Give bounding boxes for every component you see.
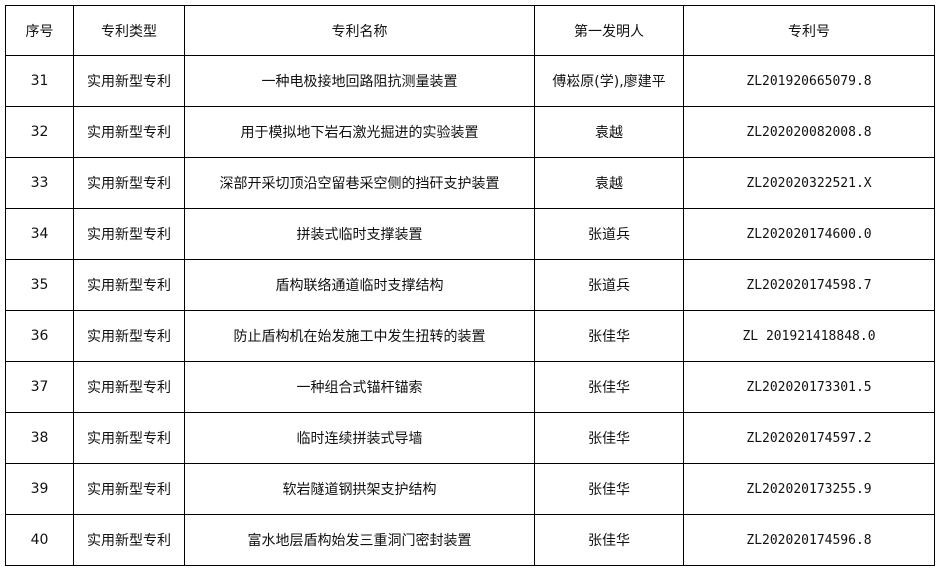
cell-col-name: 防止盾构机在始发施工中发生扭转的装置	[184, 310, 535, 362]
table-row: 32 实用新型专利 用于模拟地下岩石激光掘进的实验装置 袁越 ZL20202008200…	[5, 106, 935, 158]
cell-col-number: ZL202020082008.8	[683, 106, 935, 158]
table-row: 35 实用新型专利 盾构联络通道临时支撑结构 张道兵 ZL202020174598.7	[5, 259, 935, 311]
cell-col-number: ZL202020174598.7	[683, 259, 935, 311]
cell-col-name: 富水地层盾构始发三重洞门密封装置	[184, 514, 535, 566]
cell-col-type: 实用新型专利	[73, 310, 185, 362]
cell-col-index: 33	[5, 157, 74, 209]
table-row: 38 实用新型专利 临时连续拼装式导墙 张佳华 ZL202020174597.2	[5, 412, 935, 464]
header-col-name: 专利名称	[184, 5, 535, 56]
table-row: 37 实用新型专利 一种组合式锚杆锚索 张佳华 ZL202020173301.5	[5, 361, 935, 413]
cell-col-inventor: 张佳华	[534, 361, 684, 413]
table-row: 40 实用新型专利 富水地层盾构始发三重洞门密封装置 张佳华 ZL20202017459…	[5, 514, 935, 566]
cell-col-number: ZL 201921418848.0	[683, 310, 935, 362]
cell-col-index: 36	[5, 310, 74, 362]
cell-col-inventor: 傅崧原(学),廖建平	[534, 55, 684, 107]
cell-col-number: ZL202020173301.5	[683, 361, 935, 413]
header-row: 序号 专利类型 专利名称 第一发明人 专利号	[5, 5, 935, 56]
header-col-type: 专利类型	[73, 5, 185, 56]
table-row: 36 实用新型专利 防止盾构机在始发施工中发生扭转的装置 张佳华 ZL 20192141…	[5, 310, 935, 362]
cell-col-name: 一种电极接地回路阻抗测量装置	[184, 55, 535, 107]
cell-col-name: 一种组合式锚杆锚索	[184, 361, 535, 413]
cell-col-type: 实用新型专利	[73, 208, 185, 260]
cell-col-inventor: 张道兵	[534, 208, 684, 260]
table-row: 31 实用新型专利 一种电极接地回路阻抗测量装置 傅崧原(学),廖建平 ZL201920…	[5, 55, 935, 107]
cell-col-index: 39	[5, 463, 74, 515]
cell-col-name: 盾构联络通道临时支撑结构	[184, 259, 535, 311]
table-row: 34 实用新型专利 拼装式临时支撑装置 张道兵 ZL202020174600.0	[5, 208, 935, 260]
cell-col-inventor: 袁越	[534, 157, 684, 209]
cell-col-type: 实用新型专利	[73, 514, 185, 566]
cell-col-type: 实用新型专利	[73, 157, 185, 209]
cell-col-index: 35	[5, 259, 74, 311]
cell-col-name: 软岩隧道钢拱架支护结构	[184, 463, 535, 515]
cell-col-inventor: 张佳华	[534, 514, 684, 566]
cell-col-inventor: 袁越	[534, 106, 684, 158]
cell-col-number: ZL202020174600.0	[683, 208, 935, 260]
cell-col-inventor: 张佳华	[534, 412, 684, 464]
cell-col-type: 实用新型专利	[73, 412, 185, 464]
cell-col-index: 34	[5, 208, 74, 260]
table-row: 33 实用新型专利 深部开采切顶沿空留巷采空侧的挡矸支护装置 袁越 ZL20202032…	[5, 157, 935, 209]
cell-col-number: ZL202020173255.9	[683, 463, 935, 515]
table-row: 39 实用新型专利 软岩隧道钢拱架支护结构 张佳华 ZL202020173255.9	[5, 463, 935, 515]
cell-col-name: 深部开采切顶沿空留巷采空侧的挡矸支护装置	[184, 157, 535, 209]
cell-col-type: 实用新型专利	[73, 259, 185, 311]
cell-col-index: 37	[5, 361, 74, 413]
patent-table: 序号 专利类型 专利名称 第一发明人 专利号 31 实用新型专利 一种电极接地回路阻抗测量装…	[5, 5, 935, 566]
cell-col-type: 实用新型专利	[73, 106, 185, 158]
header-col-number: 专利号	[683, 5, 935, 56]
cell-col-number: ZL202020322521.X	[683, 157, 935, 209]
cell-col-index: 31	[5, 55, 74, 107]
cell-col-number: ZL202020174597.2	[683, 412, 935, 464]
cell-col-name: 用于模拟地下岩石激光掘进的实验装置	[184, 106, 535, 158]
cell-col-inventor: 张佳华	[534, 310, 684, 362]
cell-col-number: ZL202020174596.8	[683, 514, 935, 566]
cell-col-number: ZL201920665079.8	[683, 55, 935, 107]
cell-col-inventor: 张道兵	[534, 259, 684, 311]
cell-col-index: 38	[5, 412, 74, 464]
header-col-inventor: 第一发明人	[534, 5, 684, 56]
cell-col-name: 临时连续拼装式导墙	[184, 412, 535, 464]
cell-col-name: 拼装式临时支撑装置	[184, 208, 535, 260]
header-col-index: 序号	[5, 5, 74, 56]
cell-col-type: 实用新型专利	[73, 463, 185, 515]
cell-col-type: 实用新型专利	[73, 55, 185, 107]
cell-col-index: 32	[5, 106, 74, 158]
cell-col-index: 40	[5, 514, 74, 566]
cell-col-type: 实用新型专利	[73, 361, 185, 413]
cell-col-inventor: 张佳华	[534, 463, 684, 515]
